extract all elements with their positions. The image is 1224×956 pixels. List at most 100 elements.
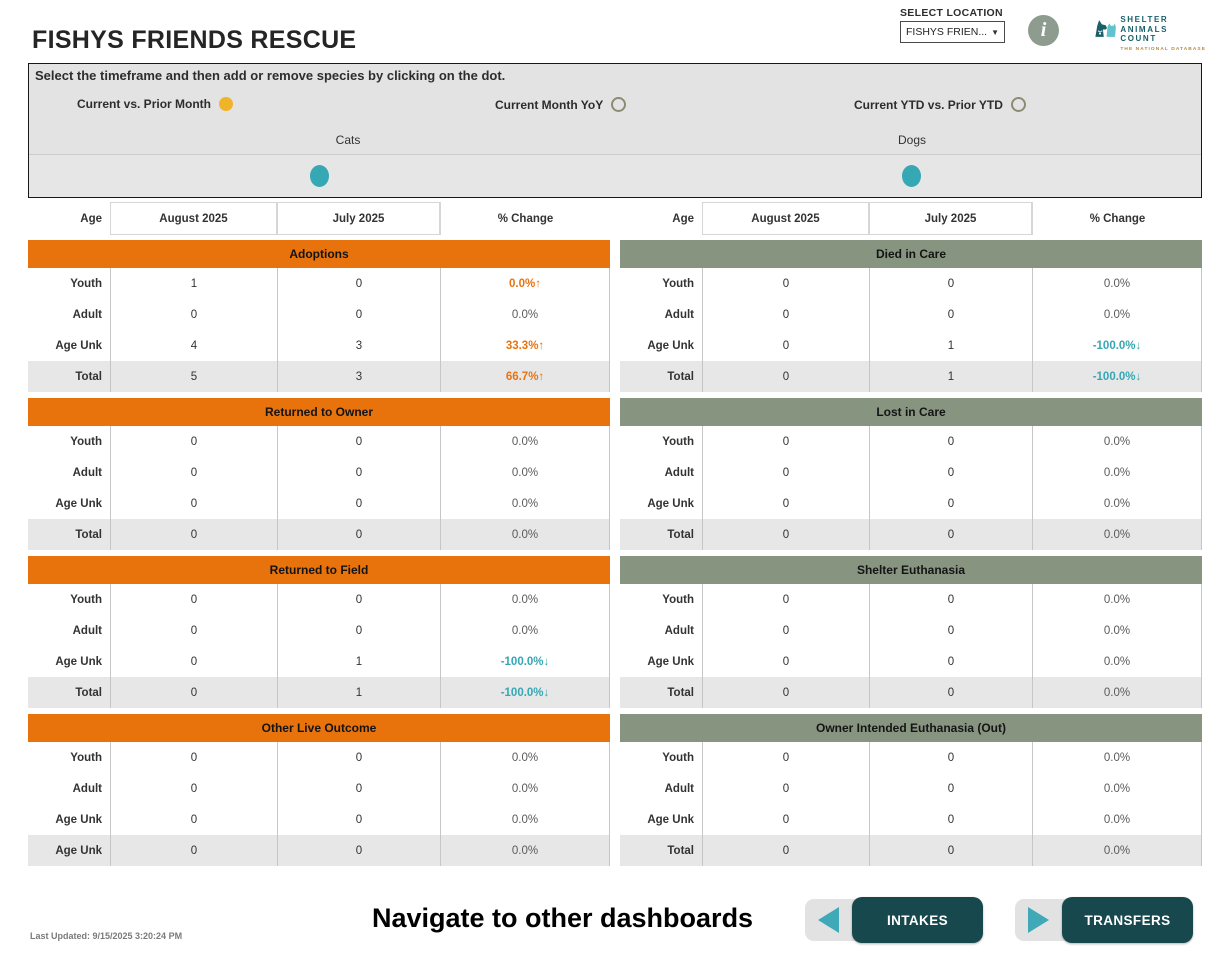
timeframe-radio[interactable] xyxy=(611,97,627,112)
timeframe-option[interactable]: Current YTD vs. Prior YTD xyxy=(854,97,1026,112)
row-label: Total xyxy=(75,528,102,541)
timeframe-species-control-box: Select the timeframe and then add or rem… xyxy=(28,63,1202,198)
outcome-section: Other Live Outcome Youth 0 0 0.0% Adult 0 0 0.0%… xyxy=(28,714,610,866)
row-label: Youth xyxy=(70,277,102,290)
row-label: Adult xyxy=(72,624,102,637)
cell-current: 0 xyxy=(702,457,869,488)
cell-current: 0 xyxy=(110,615,277,646)
row-label: Total xyxy=(667,528,694,541)
cell-pct-change: 0.0% xyxy=(1032,804,1202,835)
outcome-section: Adoptions Youth 1 0 0.0%↑ Adult 0 0 0.0% Age Unk 4… xyxy=(28,240,610,392)
table-row: Adult 0 0 0.0% xyxy=(620,615,1202,646)
species-dot-cats[interactable] xyxy=(310,165,329,187)
row-label: Age Unk xyxy=(647,813,694,826)
cell-current: 5 xyxy=(110,361,277,392)
cell-prior: 1 xyxy=(869,361,1032,392)
table-row: Total 0 0 0.0% xyxy=(620,519,1202,550)
timeframe-radio[interactable] xyxy=(1010,97,1026,112)
table-row: Age Unk 0 1 -100.0%↓ xyxy=(28,646,610,677)
cell-prior: 0 xyxy=(869,804,1032,835)
cell-pct-change: 0.0% xyxy=(440,457,610,488)
cell-current: 0 xyxy=(702,835,869,866)
cell-prior: 0 xyxy=(869,646,1032,677)
cats-outcomes-table: Age August 2025 July 2025% Change Adoptions… xyxy=(28,202,610,872)
section-banner: Other Live Outcome xyxy=(28,714,610,742)
row-label: Age Unk xyxy=(55,655,102,668)
cell-pct-change: 0.0% xyxy=(1032,488,1202,519)
section-banner: Adoptions xyxy=(28,240,610,268)
cell-pct-change: 0.0% xyxy=(1032,646,1202,677)
row-label: Total xyxy=(667,686,694,699)
cell-pct-change: 0.0% xyxy=(1032,773,1202,804)
arrow-right-icon xyxy=(1028,907,1049,933)
cell-current: 0 xyxy=(702,804,869,835)
cell-pct-change: -100.0%↓ xyxy=(1032,330,1202,361)
table-row: Youth 0 0 0.0% xyxy=(28,584,610,615)
row-label: Adult xyxy=(664,466,694,479)
table-row: Youth 1 0 0.0%↑ xyxy=(28,268,610,299)
cell-current: 0 xyxy=(702,773,869,804)
cell-prior: 0 xyxy=(869,773,1032,804)
last-updated-text: Last Updated: 9/15/2025 3:20:24 PM xyxy=(30,931,183,941)
col-header-age: Age xyxy=(80,212,102,225)
cell-pct-change: 0.0% xyxy=(440,519,610,550)
cell-current: 0 xyxy=(110,677,277,708)
row-label: Age Unk xyxy=(647,339,694,352)
table-row: Adult 0 0 0.0% xyxy=(28,457,610,488)
intakes-button[interactable]: INTAKES xyxy=(805,897,983,943)
row-label: Total xyxy=(667,844,694,857)
cell-prior: 0 xyxy=(277,742,440,773)
cell-prior: 0 xyxy=(277,835,440,866)
location-dropdown[interactable]: FISHYS FRIEN... ▼ xyxy=(900,21,1005,43)
table-header-row: Age August 2025 July 2025% Change xyxy=(28,202,610,235)
row-label: Total xyxy=(75,686,102,699)
row-label: Age Unk xyxy=(647,497,694,510)
row-label: Youth xyxy=(662,751,694,764)
cell-pct-change: 0.0% xyxy=(440,742,610,773)
cell-prior: 0 xyxy=(869,457,1032,488)
table-row: Youth 0 0 0.0% xyxy=(620,268,1202,299)
cell-prior: 3 xyxy=(277,361,440,392)
intakes-button-label: INTAKES xyxy=(852,897,983,943)
cell-current: 0 xyxy=(110,488,277,519)
row-label: Age Unk xyxy=(55,497,102,510)
table-row: Total 0 0 0.0% xyxy=(28,519,610,550)
row-label: Adult xyxy=(72,308,102,321)
section-banner: Lost in Care xyxy=(620,398,1202,426)
cell-pct-change: 0.0% xyxy=(440,835,610,866)
row-label: Age Unk xyxy=(55,339,102,352)
cell-current: 0 xyxy=(110,804,277,835)
cell-current: 0 xyxy=(110,457,277,488)
cell-current: 0 xyxy=(702,268,869,299)
info-icon[interactable]: i xyxy=(1028,15,1059,46)
table-row: Age Unk 0 0 0.0% xyxy=(620,804,1202,835)
cell-pct-change: 0.0% xyxy=(1032,742,1202,773)
outcome-section: Shelter Euthanasia Youth 0 0 0.0% Adult 0 0 0.0%… xyxy=(620,556,1202,708)
row-label: Age Unk xyxy=(647,655,694,668)
cell-current: 0 xyxy=(702,426,869,457)
table-row: Age Unk 0 1 -100.0%↓ xyxy=(620,330,1202,361)
cell-prior: 1 xyxy=(277,646,440,677)
table-row: Age Unk 0 0 0.0% xyxy=(620,488,1202,519)
cell-prior: 0 xyxy=(277,488,440,519)
cell-pct-change: 0.0% xyxy=(1032,615,1202,646)
cell-prior: 0 xyxy=(869,835,1032,866)
table-row: Adult 0 0 0.0% xyxy=(28,773,610,804)
cell-pct-change: 33.3%↑ xyxy=(440,330,610,361)
timeframe-option[interactable]: Current vs. Prior Month xyxy=(77,97,234,111)
cell-prior: 0 xyxy=(869,299,1032,330)
transfers-button[interactable]: TRANSFERS xyxy=(1015,897,1193,943)
table-row: Adult 0 0 0.0% xyxy=(620,773,1202,804)
species-dot-dogs[interactable] xyxy=(902,165,921,187)
cell-current: 0 xyxy=(702,330,869,361)
timeframe-option-label: Current YTD vs. Prior YTD xyxy=(854,97,1003,112)
cell-current: 0 xyxy=(110,584,277,615)
col-header-current-month: August 2025 xyxy=(110,202,277,235)
timeframe-option[interactable]: Current Month YoY xyxy=(495,97,627,112)
table-row: Age Unk 0 0 0.0% xyxy=(28,488,610,519)
dog-cat-logo-icon xyxy=(1095,20,1116,37)
cell-current: 0 xyxy=(110,646,277,677)
timeframe-radio-selected[interactable] xyxy=(219,97,234,111)
cell-prior: 0 xyxy=(277,299,440,330)
cell-prior: 0 xyxy=(277,519,440,550)
